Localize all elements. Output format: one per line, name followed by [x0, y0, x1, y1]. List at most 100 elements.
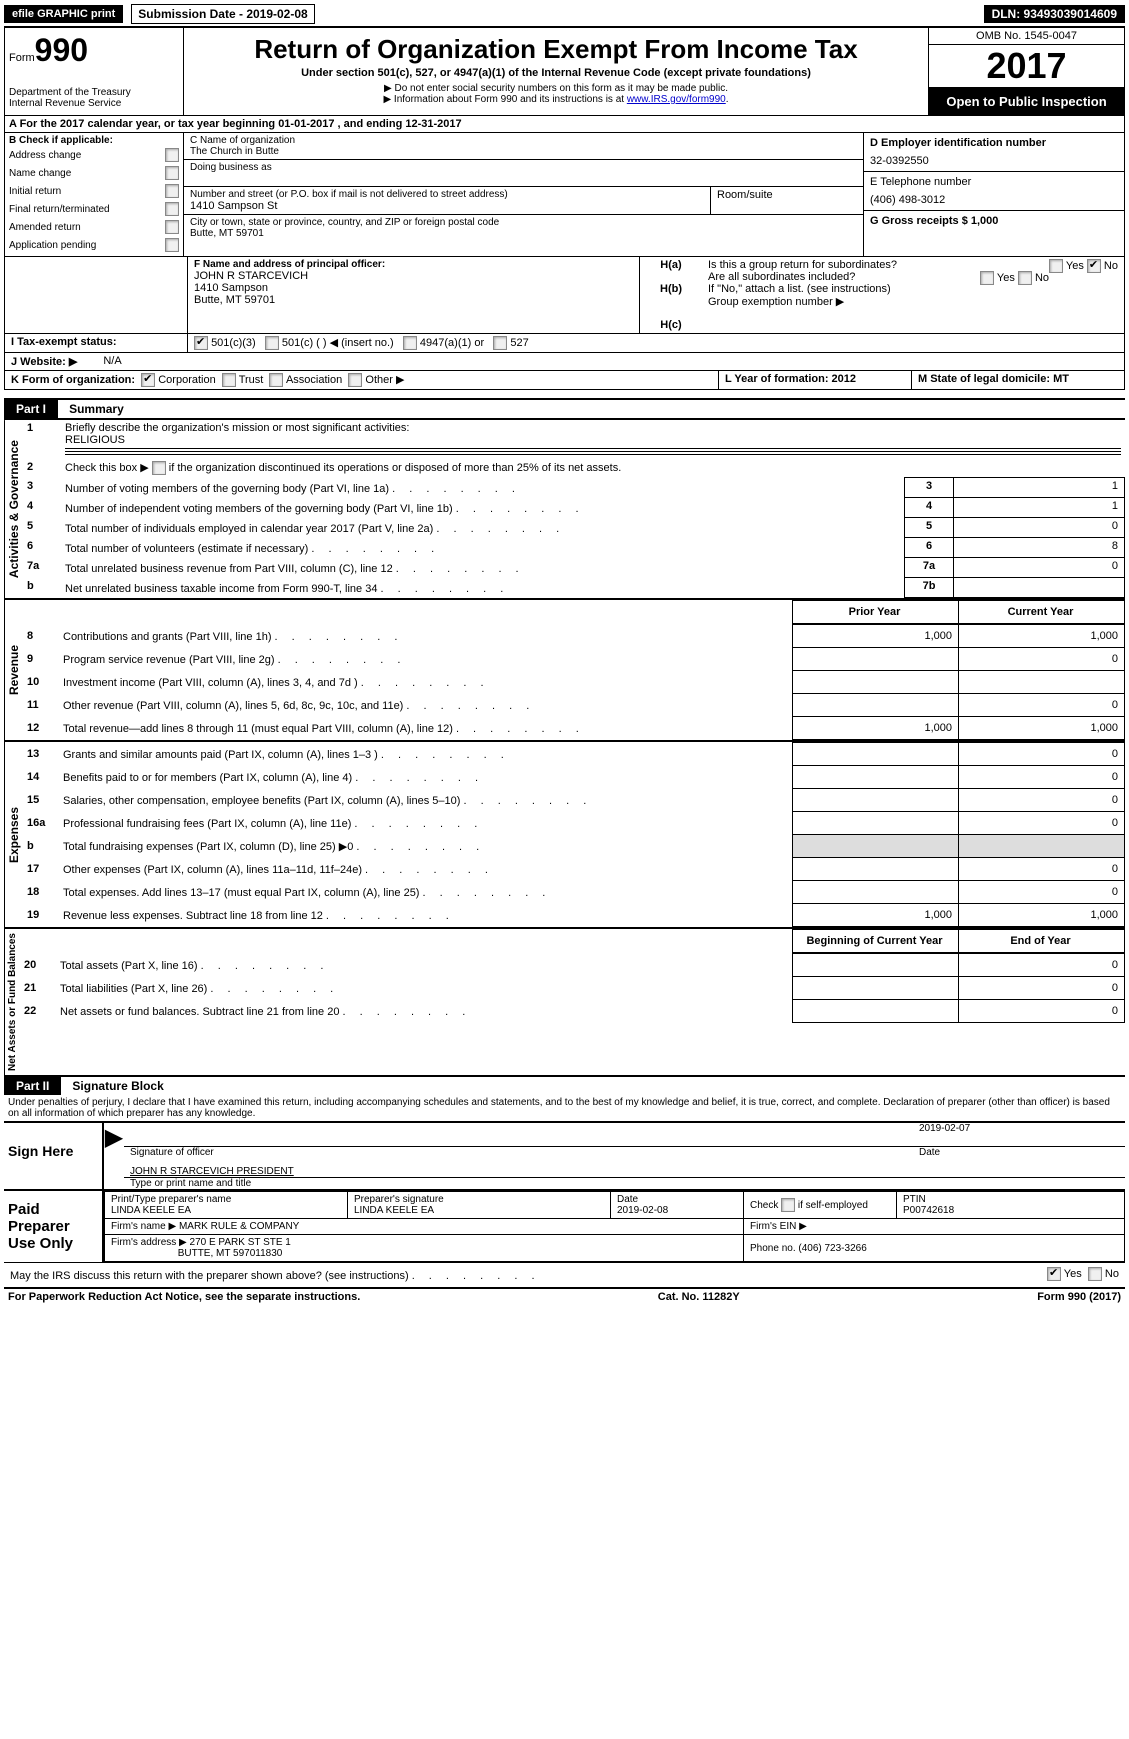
chk-name-change-label: Name change — [9, 168, 71, 179]
col-b-checkboxes: B Check if applicable: Address change Na… — [5, 133, 184, 256]
h-labels: H(a)H(b)H(c) — [640, 257, 702, 333]
chk-other[interactable] — [348, 373, 362, 387]
entity-block: B Check if applicable: Address change Na… — [4, 133, 1125, 257]
note-ssn: ▶ Do not enter social security numbers o… — [204, 83, 908, 94]
firm-addr1: 270 E PARK ST STE 1 — [190, 1237, 291, 1248]
tax-year: 2017 — [929, 45, 1124, 88]
chk-501c[interactable] — [265, 336, 279, 350]
discuss-row: May the IRS discuss this return with the… — [4, 1262, 1125, 1287]
k-label: K Form of organization: — [11, 374, 135, 386]
prep-date: 2019-02-08 — [617, 1205, 737, 1216]
chk-4947[interactable] — [403, 336, 417, 350]
side-expenses: Expenses — [4, 742, 23, 927]
firm-addr-label: Firm's address ▶ — [111, 1237, 187, 1248]
ha-no[interactable] — [1087, 259, 1101, 273]
note2-pre: ▶ Information about Form 990 and its ins… — [383, 94, 626, 105]
prep-sig-label: Preparer's signature — [354, 1194, 604, 1205]
discuss-no[interactable] — [1088, 1267, 1102, 1281]
chk-address-change[interactable] — [165, 148, 179, 162]
paid-preparer-label: Paid Preparer Use Only — [4, 1191, 104, 1262]
irs-link[interactable]: www.IRS.gov/form990 — [627, 94, 726, 105]
phone: (406) 498-3012 — [870, 194, 1118, 206]
chk-final-label: Final return/terminated — [9, 204, 110, 215]
chk-self-employed[interactable] — [781, 1198, 795, 1212]
chk-final[interactable] — [165, 202, 179, 216]
side-net: Net Assets or Fund Balances — [4, 929, 20, 1075]
opt-corp: Corporation — [158, 374, 215, 386]
opt-other: Other ▶ — [365, 374, 404, 386]
dept-treasury: Department of the Treasury — [9, 87, 179, 98]
tax-exempt-label: I Tax-exempt status: — [11, 336, 117, 348]
dln: DLN: 93493039014609 — [984, 5, 1125, 23]
signature-block: Sign Here ▶ 2019-02-07 Signature of offi… — [4, 1121, 1125, 1189]
opt-527: 527 — [510, 337, 528, 349]
chk-pending-label: Application pending — [9, 240, 96, 251]
note-link-row: ▶ Information about Form 990 and its ins… — [204, 94, 908, 105]
col-b-heading: B Check if applicable: — [9, 135, 179, 146]
footer: For Paperwork Reduction Act Notice, see … — [4, 1287, 1125, 1305]
hb-note: If "No," attach a list. (see instruction… — [708, 283, 1118, 295]
firm-addr2: BUTTE, MT 597011830 — [178, 1248, 283, 1259]
ha-text: Is this a group return for subordinates? — [708, 259, 897, 271]
org-name: The Church in Butte — [190, 146, 857, 157]
top-bar: efile GRAPHIC print Submission Date - 20… — [4, 4, 1125, 24]
sig-officer-label: Signature of officer — [124, 1147, 913, 1158]
chk-trust[interactable] — [222, 373, 236, 387]
ptin-label: PTIN — [903, 1194, 1118, 1205]
chk-assoc[interactable] — [269, 373, 283, 387]
prior-year-head: Prior Year — [793, 601, 959, 624]
opt-4947: 4947(a)(1) or — [420, 337, 484, 349]
chk-amended[interactable] — [165, 220, 179, 234]
firm-ein-label: Firm's EIN ▶ — [744, 1219, 1125, 1235]
row-klm: K Form of organization: Corporation Trus… — [4, 371, 1125, 390]
l-year: L Year of formation: 2012 — [719, 371, 912, 389]
chk-pending[interactable] — [165, 238, 179, 252]
col-d-ein: D Employer identification number 32-0392… — [864, 133, 1124, 256]
website-val: N/A — [83, 353, 127, 370]
omb-number: OMB No. 1545-0047 — [929, 28, 1124, 45]
hb-yes[interactable] — [980, 271, 994, 285]
preparer-block: Paid Preparer Use Only Print/Type prepar… — [4, 1189, 1125, 1262]
prep-name: LINDA KEELE EA — [111, 1205, 341, 1216]
chk-initial-label: Initial return — [9, 186, 61, 197]
ha-yes[interactable] — [1049, 259, 1063, 273]
row-j: J Website: ▶ N/A — [4, 353, 1125, 371]
side-revenue: Revenue — [4, 600, 23, 740]
hc-text: Group exemption number ▶ — [708, 295, 1118, 308]
footer-right: Form 990 (2017) — [1037, 1291, 1121, 1303]
chk-527[interactable] — [493, 336, 507, 350]
discuss-yes[interactable] — [1047, 1267, 1061, 1281]
chk-address-change-label: Address change — [9, 150, 81, 161]
efile-button[interactable]: efile GRAPHIC print — [4, 5, 123, 23]
gross-receipts: G Gross receipts $ 1,000 — [870, 215, 1118, 227]
open-inspection: Open to Public Inspection — [929, 88, 1124, 115]
chk-501c3[interactable] — [194, 336, 208, 350]
submission-date: Submission Date - 2019-02-08 — [131, 4, 314, 24]
ptin: P00742618 — [903, 1205, 1118, 1216]
firm-phone: Phone no. (406) 723-3266 — [744, 1235, 1125, 1262]
chk-name-change[interactable] — [165, 166, 179, 180]
section-governance: Activities & Governance 1Briefly describ… — [4, 418, 1125, 598]
chk-corp[interactable] — [141, 373, 155, 387]
form-title: Return of Organization Exempt From Incom… — [204, 34, 908, 65]
part1-title: Summary — [61, 402, 124, 416]
line-a: A For the 2017 calendar year, or tax yea… — [4, 116, 1125, 133]
line1-text: Briefly describe the organization's miss… — [65, 422, 409, 434]
chk-initial[interactable] — [165, 184, 179, 198]
part2-title: Signature Block — [64, 1079, 163, 1093]
officer-h-block: F Name and address of principal officer:… — [4, 257, 1125, 334]
opt-501c3: 501(c)(3) — [211, 337, 256, 349]
section-net-assets: Net Assets or Fund Balances Beginning of… — [4, 927, 1125, 1075]
room-label: Room/suite — [711, 187, 863, 214]
end-year-head: End of Year — [959, 930, 1125, 953]
prep-name-label: Print/Type preparer's name — [111, 1194, 341, 1205]
col-c-org-info: C Name of organization The Church in But… — [184, 133, 864, 256]
hb-no[interactable] — [1018, 271, 1032, 285]
city-label: City or town, state or province, country… — [190, 217, 857, 228]
officer-label: F Name and address of principal officer: — [194, 259, 633, 270]
chk-discontinued[interactable] — [152, 461, 166, 475]
street: 1410 Sampson St — [190, 200, 704, 212]
form-990-number: 990 — [35, 32, 88, 68]
m-state: M State of legal domicile: MT — [912, 371, 1124, 389]
opt-501c: 501(c) ( ) ◀ (insert no.) — [282, 337, 394, 349]
